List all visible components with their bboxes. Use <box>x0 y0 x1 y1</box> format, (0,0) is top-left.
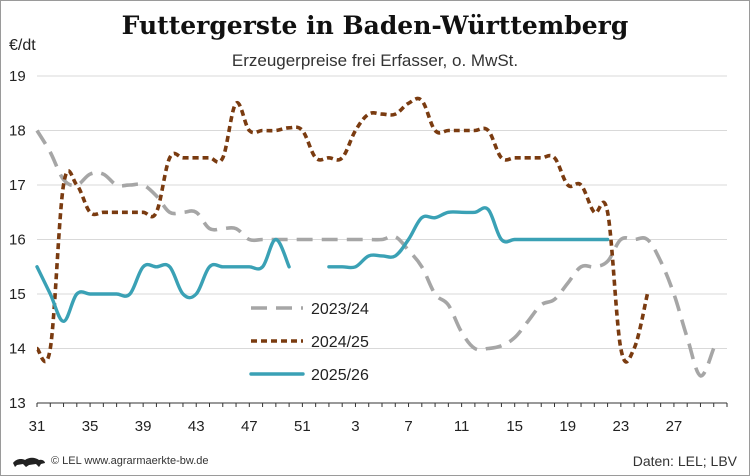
lion-logo-icon <box>13 457 45 467</box>
x-tick-label-27: 27 <box>666 418 683 435</box>
x-axis: 31 35 39 43 47 51 3 7 11 15 19 23 27 <box>29 402 728 435</box>
series-lines <box>35 96 716 378</box>
x-tick-label-7: 7 <box>404 418 412 435</box>
x-tick-label-31: 31 <box>29 418 46 435</box>
x-tick-label-19: 19 <box>559 418 576 435</box>
series-line-2024-25 <box>35 96 650 364</box>
x-tick-label-11: 11 <box>454 418 470 435</box>
legend-label-2023-24: 2023/24 <box>311 301 369 318</box>
series-line-2025-26 <box>35 237 291 323</box>
series-line-2023-24 <box>35 129 716 378</box>
y-tick-labels: 13 14 15 16 17 18 19 <box>9 68 26 412</box>
footer-credit-text: © LEL www.agrarmaerkte-bw.de <box>51 455 209 467</box>
y-tick-label-16: 16 <box>9 232 26 249</box>
chart-title: Futtergerste in Baden-Württemberg <box>121 11 629 40</box>
legend: 2023/24 2024/25 2025/26 <box>249 301 369 384</box>
x-tick-label-39: 39 <box>135 418 152 435</box>
y-tick-label-19: 19 <box>9 68 26 85</box>
x-tick-label-3: 3 <box>351 418 359 435</box>
y-axis-unit: €/dt <box>9 37 36 54</box>
legend-label-2024-25: 2024/25 <box>311 334 369 351</box>
chart-subtitle: Erzeugerpreise frei Erfasser, o. MwSt. <box>231 51 519 70</box>
x-tick-label-15: 15 <box>506 418 523 435</box>
y-tick-label-18: 18 <box>9 123 26 140</box>
x-tick-label-43: 43 <box>188 418 205 435</box>
footer-source: Daten: LEL; LBV <box>632 453 737 469</box>
legend-label-2025-26: 2025/26 <box>311 367 369 384</box>
y-tick-label-17: 17 <box>9 177 26 194</box>
y-tick-label-13: 13 <box>9 395 26 412</box>
x-tick-label-35: 35 <box>82 418 99 435</box>
y-tick-label-14: 14 <box>9 341 26 358</box>
grid <box>37 75 727 349</box>
y-tick-label-15: 15 <box>9 286 26 303</box>
x-tick-label-47: 47 <box>241 418 258 435</box>
series-line-2025-26-part2 <box>327 206 610 270</box>
x-tick-label-51: 51 <box>294 418 311 435</box>
x-tick-label-23: 23 <box>613 418 630 435</box>
footer-credit: © LEL www.agrarmaerkte-bw.de <box>11 454 209 468</box>
